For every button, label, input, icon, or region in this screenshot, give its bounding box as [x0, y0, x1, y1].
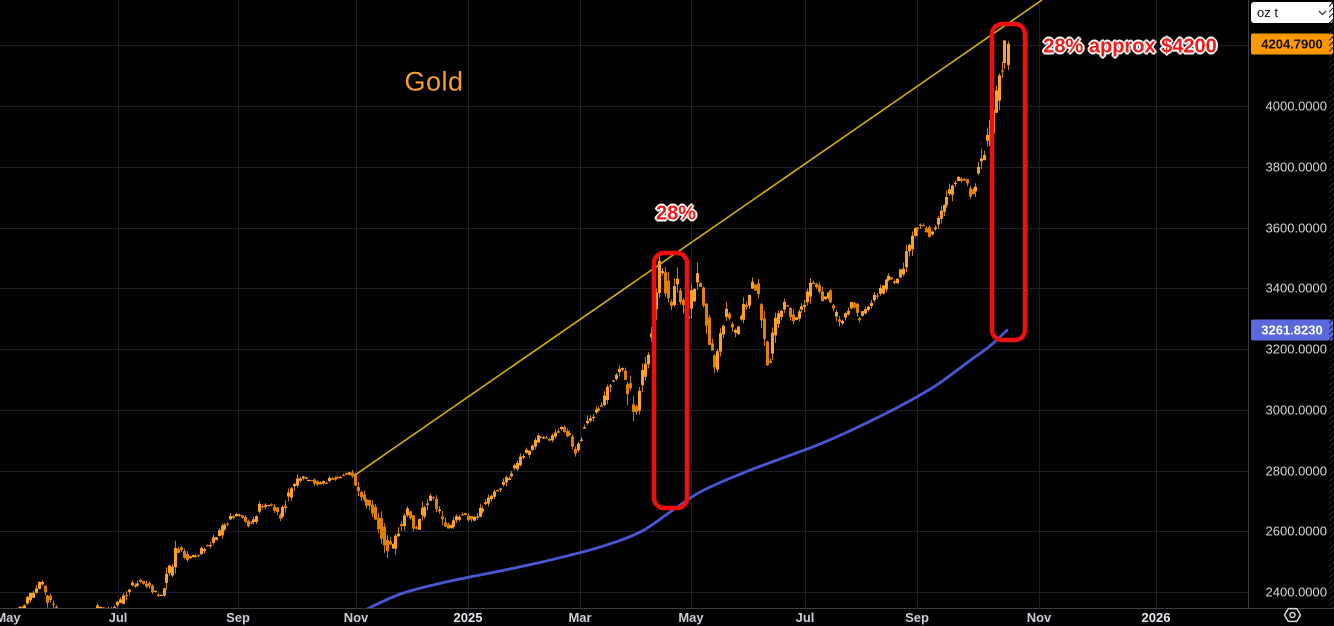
price-axis-label: 3800.0000: [1265, 159, 1327, 175]
time-axis-label: Mar: [568, 610, 592, 625]
highlight-boxes[interactable]: [651, 21, 1028, 511]
price-axis-label: 3400.0000: [1265, 280, 1327, 296]
price-axis-label: 3000.0000: [1265, 402, 1327, 418]
unit-label: oz t: [1257, 5, 1278, 20]
time-scale[interactable]: May Jul Sep Nov 2025 Mar May Jul Sep Nov 2026: [0, 608, 1334, 626]
price-axis-label: 2600.0000: [1265, 523, 1327, 539]
time-axis-label: Sep: [226, 610, 250, 625]
ma-value-badge: 3261.8230: [1251, 319, 1333, 341]
time-axis-label: 2025: [453, 610, 483, 625]
time-axis-label: May: [678, 610, 704, 625]
price-axis-label: 2800.0000: [1265, 463, 1327, 478]
price-axis-label: 2400.0000: [1265, 584, 1327, 600]
chart-pane[interactable]: Gold 28% 28% approx $4200: [0, 0, 1248, 608]
price-axis-label: 3200.0000: [1265, 341, 1327, 357]
unit-dropdown[interactable]: oz t: [1251, 2, 1333, 23]
price-scale[interactable]: oz t 4204.7900 3261.8230 4000.0000 3800.0…: [1248, 0, 1334, 608]
candlestick-series: [18, 39, 1010, 608]
time-axis-label: Nov: [1026, 610, 1052, 625]
chart-canvas[interactable]: [0, 0, 1248, 608]
moving-average-line[interactable]: [355, 328, 1009, 608]
time-axis-label: May: [0, 610, 21, 625]
price-axis-label: 4000.0000: [1265, 98, 1327, 114]
time-axis-label: Jul: [795, 610, 815, 625]
highlight-box-1[interactable]: [651, 250, 690, 511]
price-axis-label: 3600.0000: [1265, 220, 1327, 235]
axis-hatch-pattern: [1329, 0, 1334, 626]
chevron-down-icon: [1318, 10, 1327, 15]
grid-lines: [0, 0, 1248, 608]
trend-line[interactable]: [354, 0, 1043, 476]
time-axis-label: Nov: [343, 610, 369, 625]
annotation-1[interactable]: 28%: [655, 202, 697, 225]
highlight-box-2[interactable]: [989, 21, 1028, 343]
annotation-2[interactable]: 28% approx $4200: [1043, 35, 1217, 58]
last-price-badge: 4204.7900: [1251, 33, 1333, 55]
time-axis-label: 2026: [1141, 610, 1171, 625]
time-axis-label: Sep: [905, 610, 929, 625]
symbol-title[interactable]: Gold: [404, 66, 464, 97]
time-axis-label: Jul: [108, 610, 128, 625]
hexagon-target-icon[interactable]: [1276, 606, 1308, 624]
